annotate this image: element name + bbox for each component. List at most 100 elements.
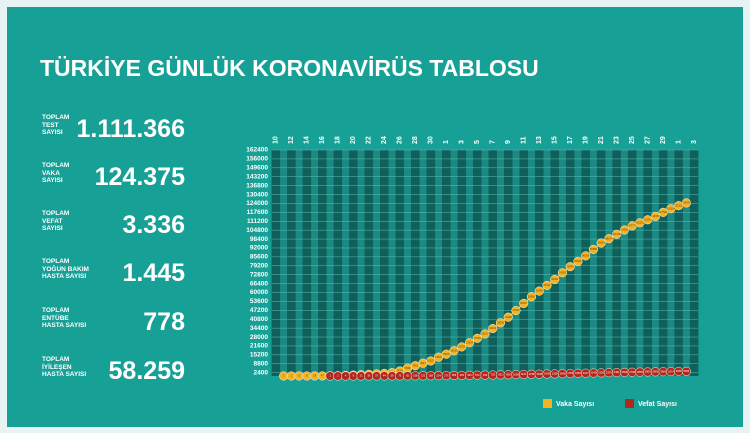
data-label: 23934 — [466, 340, 474, 344]
title: TÜRKİYE GÜNLÜK KORONAVİRÜS TABLOSU — [40, 55, 539, 81]
column-stripe — [457, 150, 467, 376]
column-stripe — [472, 150, 482, 376]
data-label: 1006 — [513, 372, 519, 376]
column-stripe — [488, 150, 498, 376]
x-tick-label: 9 — [505, 140, 512, 144]
column-stripe — [271, 150, 281, 376]
data-label: 18 — [313, 374, 316, 378]
x-tick-label: 28 — [412, 136, 419, 144]
marker — [681, 198, 691, 208]
data-label: 34109 — [489, 326, 497, 330]
data-label: 107773 — [628, 224, 637, 228]
data-label: 112261 — [643, 217, 652, 221]
data-label: 168 — [429, 373, 434, 377]
marker — [449, 346, 459, 356]
stat-value: 58.259 — [108, 357, 185, 385]
data-label: 2259 — [598, 371, 604, 375]
x-tick-label: 11 — [521, 136, 528, 144]
data-label: 6 — [306, 374, 308, 378]
x-tick-label: 21 — [598, 136, 605, 144]
y-tick-label: 111200 — [247, 218, 268, 225]
data-label: 75 — [398, 374, 401, 378]
data-label: 7402 — [412, 363, 418, 367]
data-label: 108 — [413, 374, 418, 378]
data-label: 47029 — [512, 308, 520, 312]
y-tick-label: 85600 — [250, 254, 268, 261]
x-tick-label: 13 — [536, 136, 543, 144]
y-tick-label: 15200 — [250, 352, 268, 359]
data-label: 3258 — [676, 369, 682, 373]
marker — [426, 356, 436, 366]
legend-label: Vaka Sayısı — [556, 401, 594, 408]
marker — [681, 366, 691, 376]
data-label: 38226 — [497, 320, 505, 324]
column-stripe — [643, 150, 652, 376]
column-stripe — [287, 150, 296, 376]
data-label: 5 — [298, 374, 300, 378]
data-label: 90980 — [590, 247, 598, 251]
x-tick-label: 15 — [552, 136, 559, 144]
data-label: 10827 — [427, 359, 435, 363]
data-label: 4 — [345, 374, 347, 378]
column-stripe — [519, 150, 528, 376]
stat-label: TOPLAM VAKA SAYISI — [42, 162, 70, 184]
marker — [604, 234, 614, 244]
marker — [519, 298, 529, 308]
data-label: 3174 — [668, 369, 674, 373]
data-label: 3336 — [683, 369, 689, 373]
data-label: 47 — [321, 374, 324, 378]
data-label: 356 — [452, 373, 457, 377]
y-tick-label: 156000 — [246, 156, 268, 163]
marker — [596, 238, 606, 248]
column-stripe — [658, 150, 668, 376]
marker — [480, 329, 490, 339]
marker — [658, 207, 668, 217]
marker — [612, 229, 622, 239]
marker — [433, 352, 444, 362]
marker — [643, 215, 653, 225]
data-label: 1198 — [529, 372, 535, 376]
data-label: 2140 — [591, 371, 597, 375]
marker — [542, 280, 552, 290]
data-label: 114653 — [651, 214, 660, 218]
data-label: 124375 — [682, 201, 691, 205]
data-label: 131 — [421, 374, 426, 378]
column-stripe — [380, 150, 389, 376]
data-label: 86306 — [582, 254, 590, 258]
marker — [627, 221, 637, 231]
y-tick-label: 130400 — [246, 191, 268, 198]
stat-label: TOPLAM YOĞUN BAKIM HASTA SAYISI — [42, 258, 89, 280]
column-stripe — [596, 150, 606, 376]
data-label: 2 — [337, 374, 339, 378]
data-label: 2491 — [614, 370, 620, 374]
data-label: 1296 — [536, 372, 542, 376]
marker — [534, 286, 544, 296]
data-label: 812 — [498, 373, 503, 377]
stat-value: 3.336 — [122, 211, 185, 239]
marker — [526, 292, 537, 302]
legend-swatch — [625, 399, 634, 408]
data-label: 110130 — [636, 220, 645, 224]
x-tick-label: 27 — [644, 136, 651, 144]
column-stripe — [534, 150, 544, 376]
data-label: 122392 — [674, 203, 683, 207]
column-stripe — [550, 150, 559, 376]
column-stripe — [426, 150, 436, 376]
data-label: 5698 — [405, 366, 411, 370]
data-label: 1 — [283, 374, 285, 378]
y-tick-label: 162400 — [246, 147, 268, 154]
data-label: 74193 — [559, 270, 567, 274]
data-label: 18135 — [450, 348, 458, 352]
data-label: 65111 — [544, 283, 551, 287]
data-label: 1643 — [560, 371, 566, 375]
data-label: 574 — [475, 373, 480, 377]
marker — [557, 268, 568, 278]
marker — [511, 306, 521, 316]
x-tick-label: 14 — [304, 136, 311, 144]
legend-label: Vefat Sayısı — [638, 401, 677, 408]
column-stripe — [503, 150, 513, 376]
data-label: 1890 — [575, 371, 581, 375]
